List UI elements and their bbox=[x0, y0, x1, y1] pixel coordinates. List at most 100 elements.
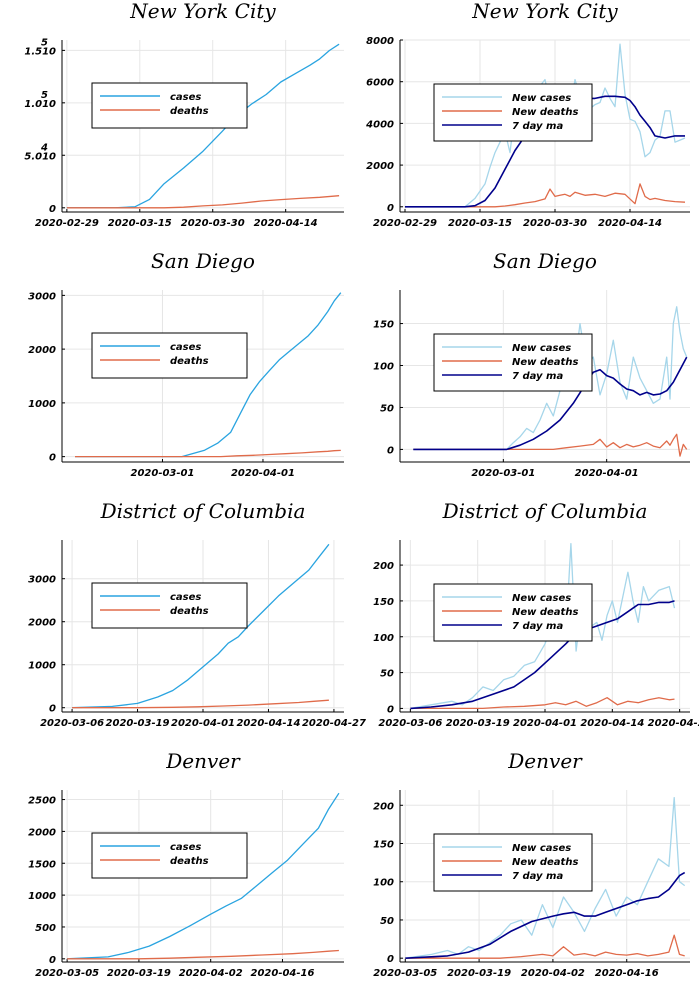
y-tick-label: 0 bbox=[387, 704, 394, 715]
y-tick-label: 5.010 bbox=[24, 151, 56, 162]
x-tick-label: 2020-04-27 bbox=[302, 718, 366, 729]
y-tick-label: 0 bbox=[49, 453, 56, 464]
legend-label: cases bbox=[170, 92, 201, 103]
series-line-cases bbox=[72, 543, 330, 709]
y-tick-label: 2500 bbox=[28, 796, 56, 807]
y-tick-label: 50 bbox=[380, 916, 394, 927]
y-tick-label: 150 bbox=[373, 840, 394, 851]
y-tick-label: 3000 bbox=[28, 575, 56, 586]
y-tick-label: 0 bbox=[49, 204, 56, 215]
chart-panel-3: San Diego 0 1000 2000 3000 2020-03-01 2020-04-… bbox=[28, 249, 344, 479]
legend-label: New deaths bbox=[512, 107, 578, 118]
legend-box bbox=[91, 332, 248, 379]
chart-panel-8: Denver 0 50 100 150 200 2020-03-05 2020-03-19 20… bbox=[373, 749, 690, 979]
y-tick-exponent: 5 bbox=[41, 90, 48, 101]
y-tick-label: 4000 bbox=[365, 119, 394, 130]
legend-label: cases bbox=[170, 592, 201, 603]
legend-label: New cases bbox=[512, 843, 571, 854]
y-tick-exponent: 4 bbox=[40, 142, 48, 153]
y-tick-label: 200 bbox=[373, 801, 394, 812]
legend-box bbox=[433, 333, 593, 392]
x-tick-label: 2020-03-19 bbox=[107, 968, 171, 979]
chart-title: New York City bbox=[471, 0, 618, 23]
legend-label: deaths bbox=[170, 356, 209, 367]
legend-label: 7 day ma bbox=[512, 371, 563, 382]
chart-panel-4: San Diego 0 50 100 150 2020-03-01 2020-04-01 Ne… bbox=[373, 249, 690, 479]
series-line-new-cases bbox=[410, 542, 676, 710]
legend: New cases New deaths 7 day ma bbox=[433, 583, 593, 642]
y-tick-label: 50 bbox=[380, 403, 394, 414]
chart-title: San Diego bbox=[151, 249, 255, 273]
legend-box bbox=[91, 582, 248, 629]
chart-panel-2: New York City 0 2000 4000 6000 8000 2020-02-29… bbox=[365, 0, 690, 229]
y-tick-label: 1000 bbox=[28, 661, 56, 672]
x-tick-label: 2020-02-29 bbox=[35, 218, 99, 229]
y-tick-label: 100 bbox=[373, 633, 394, 644]
chart-title: New York City bbox=[129, 0, 276, 23]
legend-label: New cases bbox=[512, 593, 571, 604]
x-tick-label: 2020-03-19 bbox=[447, 968, 511, 979]
y-tick-exponent: 5 bbox=[41, 37, 48, 48]
y-tick-label: 1000 bbox=[28, 399, 56, 410]
x-tick-label: 2020-03-05 bbox=[35, 968, 99, 979]
x-tick-label: 2020-04-14 bbox=[580, 718, 644, 729]
y-tick-label: 0 bbox=[49, 955, 56, 966]
legend-label: New cases bbox=[512, 93, 571, 104]
y-tick-label: 50 bbox=[380, 669, 394, 680]
legend-label: 7 day ma bbox=[512, 621, 563, 632]
legend: cases deaths bbox=[91, 82, 248, 129]
series-line-new-cases bbox=[405, 796, 686, 959]
series-line-cases bbox=[75, 292, 342, 458]
legend-label: 7 day ma bbox=[512, 871, 563, 882]
y-tick-label: 3000 bbox=[28, 291, 56, 302]
x-tick-label: 2020-03-05 bbox=[373, 968, 437, 979]
x-tick-label: 2020-04-14 bbox=[236, 718, 300, 729]
y-tick-label: 0 bbox=[387, 954, 394, 965]
series-line-new-deaths bbox=[410, 697, 675, 710]
x-tick-label: 2020-03-01 bbox=[471, 468, 535, 479]
series-line-deaths bbox=[72, 699, 329, 709]
series-line-deaths bbox=[75, 449, 341, 458]
legend: New cases New deaths 7 day ma bbox=[433, 83, 593, 142]
y-tick-label: 2000 bbox=[28, 827, 56, 838]
x-tick-label: 2020-02-29 bbox=[373, 218, 437, 229]
y-tick-label: 1.510 bbox=[24, 46, 56, 57]
legend: cases deaths bbox=[91, 832, 248, 879]
x-tick-label: 2020-03-06 bbox=[40, 718, 104, 729]
y-tick-label: 0 bbox=[387, 203, 394, 214]
legend-box bbox=[433, 583, 593, 642]
series-line-new-deaths bbox=[405, 934, 685, 959]
legend: New cases New deaths 7 day ma bbox=[433, 833, 593, 892]
y-tick-label: 100 bbox=[373, 362, 394, 373]
chart-title: District of Columbia bbox=[100, 499, 306, 523]
legend-box bbox=[433, 833, 593, 892]
series-line-ma7 bbox=[405, 871, 686, 959]
x-tick-label: 2020-04-02 bbox=[521, 968, 585, 979]
y-tick-label: 100 bbox=[373, 878, 394, 889]
x-tick-label: 2020-04-16 bbox=[595, 968, 659, 979]
chart-title: San Diego bbox=[493, 249, 597, 273]
legend-label: New deaths bbox=[512, 857, 578, 868]
y-tick-label: 0 bbox=[49, 704, 56, 715]
x-tick-label: 2020-03-15 bbox=[108, 218, 172, 229]
chart-title: Denver bbox=[507, 749, 583, 773]
legend-label: deaths bbox=[170, 856, 209, 867]
legend-label: deaths bbox=[170, 106, 209, 117]
y-tick-label: 2000 bbox=[28, 345, 56, 356]
x-tick-label: 2020-03-19 bbox=[106, 718, 170, 729]
chart-title: District of Columbia bbox=[442, 499, 648, 523]
series-line-new-cases bbox=[413, 306, 688, 451]
legend: New cases New deaths 7 day ma bbox=[433, 333, 593, 392]
legend-box bbox=[433, 83, 593, 142]
chart-title: Denver bbox=[165, 749, 241, 773]
y-tick-label: 2000 bbox=[366, 161, 394, 172]
y-tick-label: 1.010 bbox=[24, 99, 56, 110]
chart-panel-1: New York City05.01041.01051.51052020-02-… bbox=[24, 0, 344, 229]
series-line-deaths bbox=[66, 195, 340, 209]
y-tick-label: 200 bbox=[373, 561, 394, 572]
legend-box bbox=[91, 82, 248, 129]
series-line-new-deaths bbox=[405, 183, 686, 208]
y-tick-label: 150 bbox=[373, 320, 394, 331]
legend-label: New deaths bbox=[512, 357, 578, 368]
